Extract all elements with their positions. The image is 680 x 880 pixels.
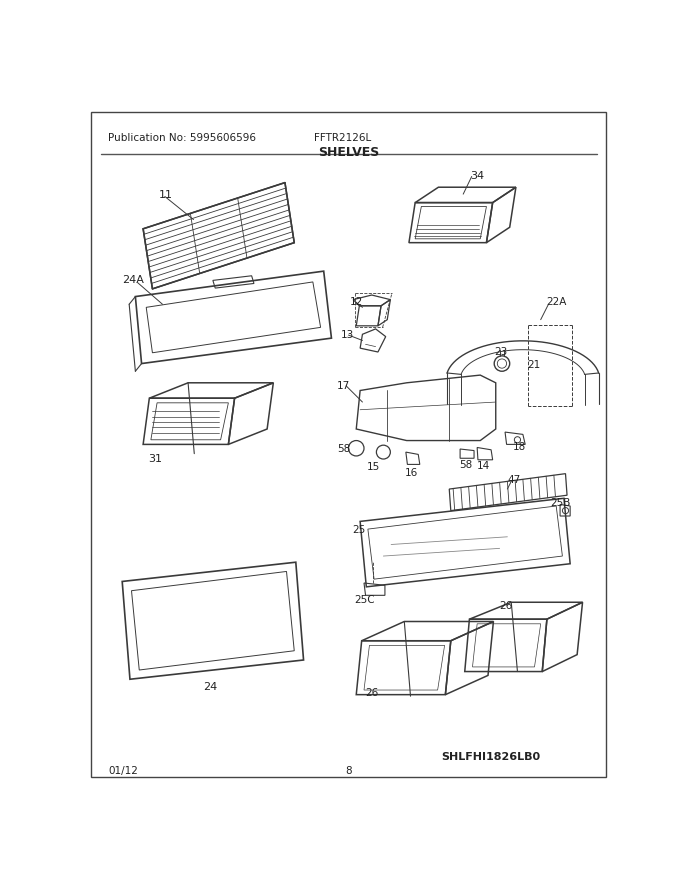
Text: 15: 15 [367,462,379,472]
Text: FFTR2126L: FFTR2126L [313,133,371,143]
Text: 11: 11 [158,190,173,201]
Text: 31: 31 [148,454,163,465]
Text: 25B: 25B [550,498,571,509]
Text: 58: 58 [459,459,473,470]
Text: 34: 34 [470,171,484,181]
Text: 14: 14 [477,461,490,472]
Text: 13: 13 [341,330,354,341]
Text: 23: 23 [494,348,507,357]
Text: 25C: 25C [355,595,375,605]
Text: 26: 26 [500,601,513,611]
Text: 24A: 24A [122,275,144,285]
Text: SHLFHI1826LB0: SHLFHI1826LB0 [441,752,541,762]
Text: 47: 47 [507,475,521,485]
Text: 24: 24 [203,682,217,692]
Text: 58: 58 [338,444,351,454]
Text: 17: 17 [337,381,350,392]
Text: 21: 21 [527,360,540,370]
Text: Publication No: 5995606596: Publication No: 5995606596 [108,133,256,143]
Text: 01/12: 01/12 [108,766,138,776]
Text: 26: 26 [366,688,379,699]
Text: 22A: 22A [546,297,566,306]
Text: 25: 25 [352,525,366,535]
Text: 8: 8 [345,766,352,776]
Text: 16: 16 [405,467,418,478]
Text: 12: 12 [350,297,363,306]
Text: SHELVES: SHELVES [318,145,379,158]
Text: 18: 18 [513,442,526,452]
